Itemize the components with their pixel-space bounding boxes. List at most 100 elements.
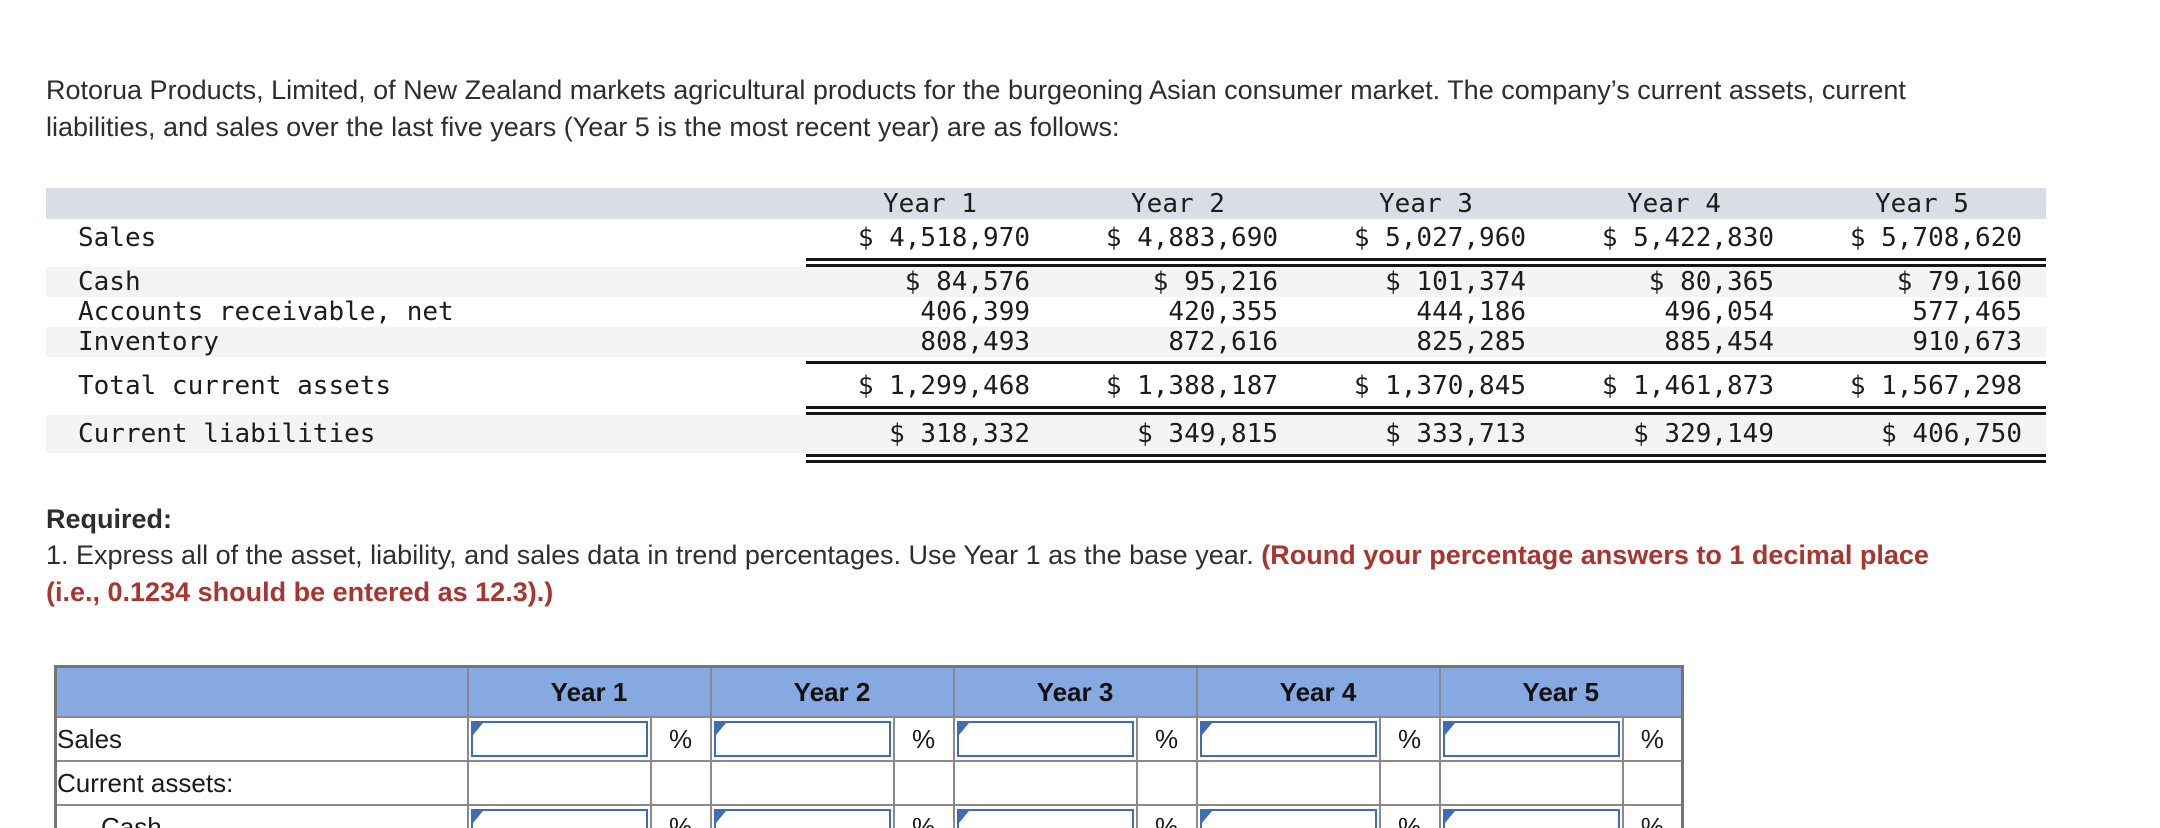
cell-value: 808,493 [806, 327, 1054, 357]
percent-label: % [892, 804, 955, 828]
answer-cell [1442, 721, 1620, 757]
table-row-current-liabilities: Current liabilities $ 318,332 $ 349,815 … [46, 415, 2046, 453]
answer-cell [470, 721, 648, 757]
row-label: Inventory [46, 327, 806, 357]
row-label: Current liabilities [46, 415, 806, 453]
answer-cell [1199, 809, 1377, 828]
answer-cell [956, 721, 1134, 757]
cell-value: $ 80,365 [1550, 267, 1798, 297]
row-label: Accounts receivable, net [78, 297, 454, 327]
row-label: Cash [46, 267, 806, 297]
year-1-header: Year 1 [806, 188, 1054, 219]
percent-label: % [649, 804, 712, 828]
percent-label: % [1135, 716, 1198, 762]
answer-cell [1442, 809, 1620, 828]
double-rule-row [46, 257, 2046, 267]
year-3-header: Year 3 [1302, 188, 1550, 219]
double-rule-row [46, 453, 2046, 463]
trend-input-sales-year5[interactable] [1444, 723, 1618, 755]
cell-value: $ 84,576 [806, 267, 1054, 297]
double-rule [806, 257, 2046, 267]
table-row-inventory: Inventory 808,493 872,616 825,285 885,45… [46, 327, 2046, 357]
answer-table-corner-cell [54, 665, 469, 718]
cell-value: 825,285 [1302, 327, 1550, 357]
double-rule [806, 453, 2046, 463]
row-label: Total current assets [78, 371, 392, 401]
cell-value: 885,454 [1550, 327, 1798, 357]
requirement-1-body: 1. Express all of the asset, liability, … [46, 540, 1262, 570]
answer-cell [713, 721, 891, 757]
percent-label: % [1378, 804, 1441, 828]
trend-percentages-answer-table: Year 1 Year 2 Year 3 Year 4 Year 5 Sales… [54, 665, 1684, 828]
row-label: Sales [78, 223, 157, 253]
historical-data-table: Year 1 Year 2 Year 3 Year 4 Year 5 Sales… [46, 188, 2046, 463]
cell-value: $ 4,883,690 [1105, 223, 1278, 253]
year-4-header: Year 4 [1550, 188, 1798, 219]
single-rule [806, 360, 2046, 364]
table-row-sales: Sales $ 4,518,970 $ 4,883,690 $ 5,027,96… [46, 219, 2046, 257]
trend-input-sales-year2[interactable] [715, 723, 889, 755]
answer-year-3-header: Year 3 [952, 665, 1198, 718]
cell-value: $ 1,299,468 [857, 371, 1030, 401]
requirement-1-text: 1. Express all of the asset, liability, … [46, 537, 1966, 611]
table-row-cash: Cash $ 84,576 $ 95,216 $ 101,374 $ 80,36… [46, 267, 2046, 297]
trend-input-cash-year5[interactable] [1444, 811, 1618, 828]
table-row-accounts-receivable: Accounts receivable, net 406,399 420,355… [46, 297, 2046, 327]
answer-row-current-assets-section: Current assets: [54, 760, 1684, 806]
cell-value: $ 349,815 [1054, 415, 1302, 453]
cell-value: 406,399 [920, 297, 1030, 327]
double-rule-row [46, 405, 2046, 415]
answer-year-5-header: Year 5 [1438, 665, 1684, 718]
answer-row-label: Cash [54, 804, 469, 828]
requirement-1-rounding-note: (Round your percentage answers to 1 deci… [46, 540, 1929, 607]
cell-value: $ 406,750 [1798, 415, 2046, 453]
percent-label: % [1621, 804, 1684, 828]
cell-value: $ 5,708,620 [1849, 223, 2022, 253]
cell-value: $ 101,374 [1302, 267, 1550, 297]
trend-input-cash-year1[interactable] [472, 811, 646, 828]
percent-label: % [1378, 716, 1441, 762]
year-5-header: Year 5 [1798, 188, 2046, 219]
percent-label: % [1621, 716, 1684, 762]
trend-input-cash-year2[interactable] [715, 811, 889, 828]
answer-year-2-header: Year 2 [709, 665, 955, 718]
cell-value: 577,465 [1912, 297, 2022, 327]
trend-input-cash-year3[interactable] [958, 811, 1132, 828]
answer-year-1-header: Year 1 [466, 665, 712, 718]
answer-cell [713, 809, 891, 828]
single-rule-row [46, 357, 2046, 367]
data-table-header-row: Year 1 Year 2 Year 3 Year 4 Year 5 [46, 188, 2046, 219]
trend-input-sales-year3[interactable] [958, 723, 1132, 755]
cell-value: 872,616 [1054, 327, 1302, 357]
trend-input-sales-year1[interactable] [472, 723, 646, 755]
percent-label: % [892, 716, 955, 762]
problem-intro-text: Rotorua Products, Limited, of New Zealan… [46, 75, 1906, 142]
data-table-corner-cell [46, 188, 806, 219]
cell-value: $ 329,149 [1550, 415, 1798, 453]
table-row-total-current-assets: Total current assets $ 1,299,468 $ 1,388… [46, 367, 2046, 405]
answer-year-4-header: Year 4 [1195, 665, 1441, 718]
answer-row-sales: Sales % % % % % [54, 716, 1684, 762]
answer-cell [470, 809, 648, 828]
cell-value: 910,673 [1798, 327, 2046, 357]
cell-value: 444,186 [1416, 297, 1526, 327]
cell-value: $ 1,370,845 [1353, 371, 1526, 401]
answer-table-header-row: Year 1 Year 2 Year 3 Year 4 Year 5 [54, 665, 1684, 718]
cell-value: $ 1,388,187 [1105, 371, 1278, 401]
answer-row-label: Sales [54, 716, 469, 762]
answer-cell [1199, 721, 1377, 757]
required-heading: Required: [46, 504, 173, 534]
cell-value: $ 5,027,960 [1353, 223, 1526, 253]
percent-label: % [1135, 804, 1198, 828]
trend-input-cash-year4[interactable] [1201, 811, 1375, 828]
year-2-header: Year 2 [1054, 188, 1302, 219]
cell-value: $ 333,713 [1302, 415, 1550, 453]
cell-value: $ 79,160 [1798, 267, 2046, 297]
cell-value: $ 5,422,830 [1601, 223, 1774, 253]
trend-input-sales-year4[interactable] [1201, 723, 1375, 755]
cell-value: $ 4,518,970 [857, 223, 1030, 253]
cell-value: $ 1,567,298 [1849, 371, 2022, 401]
cell-value: 420,355 [1168, 297, 1278, 327]
